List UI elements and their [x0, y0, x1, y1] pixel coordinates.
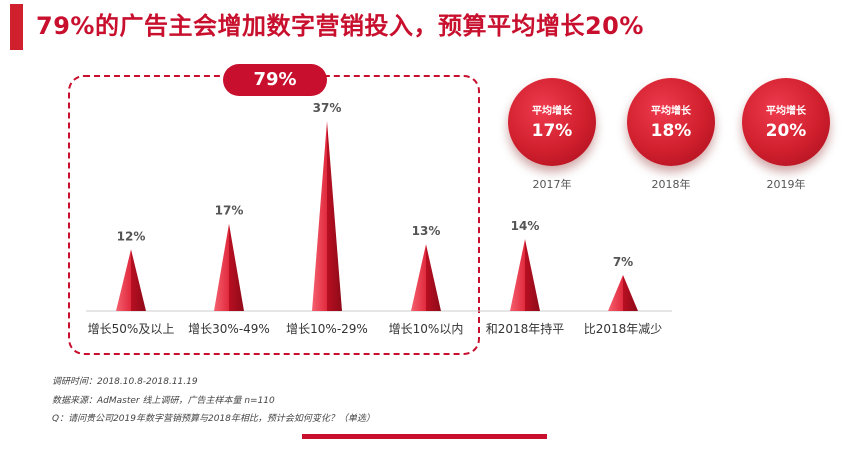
bar-face-right [229, 223, 244, 311]
category-label: 增长10%以内 [389, 322, 464, 336]
bar-face-left [214, 223, 229, 311]
avg-year-2017: 2017年 [532, 178, 572, 191]
note-survey-time: 调研时间：2018.10.8-2018.11.19 [52, 377, 198, 387]
avg-label-2017: 平均增长 [532, 106, 572, 117]
avg-year-2018: 2018年 [651, 178, 691, 191]
bottom-accent-bar [302, 434, 547, 439]
bar-face-right [426, 244, 441, 311]
category-label: 增长30%-49% [188, 322, 270, 336]
bar-value-label: 12% [117, 229, 146, 243]
category-label: 增长10%-29% [286, 322, 368, 336]
title-accent-bar [10, 4, 23, 50]
avg-value-2017: 17% [531, 121, 573, 141]
bar-face-right [131, 249, 146, 311]
bar-face-left [312, 121, 327, 311]
bar-value-label: 7% [613, 255, 633, 269]
bar-face-left [411, 244, 426, 311]
bar-value-label: 13% [412, 224, 441, 238]
avg-label-2018: 平均增长 [651, 106, 691, 117]
note-question: Q：请问贵公司2019年数字营销预算与2018年相比，预计会如何变化？（单选） [52, 414, 375, 424]
highlight-pill: 79% [223, 64, 327, 96]
category-label: 比2018年减少 [584, 322, 663, 336]
bar-face-right [525, 239, 540, 311]
page-title: 79%的广告主会增加数字营销投入，预算平均增长20% [36, 12, 644, 40]
bar-face-left [608, 275, 623, 311]
note-source: 数据来源：AdMaster 线上调研，广告主样本量 n=110 [52, 396, 275, 406]
bar-face-left [116, 249, 131, 311]
avg-circle-2017: 平均增长 17% [508, 78, 596, 166]
category-label: 增长50%及以上 [88, 322, 175, 336]
bar-face-right [327, 121, 342, 311]
avg-value-2018: 18% [650, 121, 692, 141]
bar-value-label: 17% [215, 204, 244, 218]
avg-circle-2019: 平均增长 20% [742, 78, 830, 166]
avg-year-2019: 2019年 [766, 178, 806, 191]
bar-face-right [623, 275, 638, 311]
bar-value-label: 14% [511, 219, 540, 233]
bar-face-left [510, 239, 525, 311]
category-label: 和2018年持平 [486, 321, 565, 336]
avg-label-2019: 平均增长 [766, 106, 806, 117]
avg-value-2019: 20% [765, 121, 807, 141]
avg-circle-2018: 平均增长 18% [627, 78, 715, 166]
bar-value-label: 37% [313, 101, 342, 115]
